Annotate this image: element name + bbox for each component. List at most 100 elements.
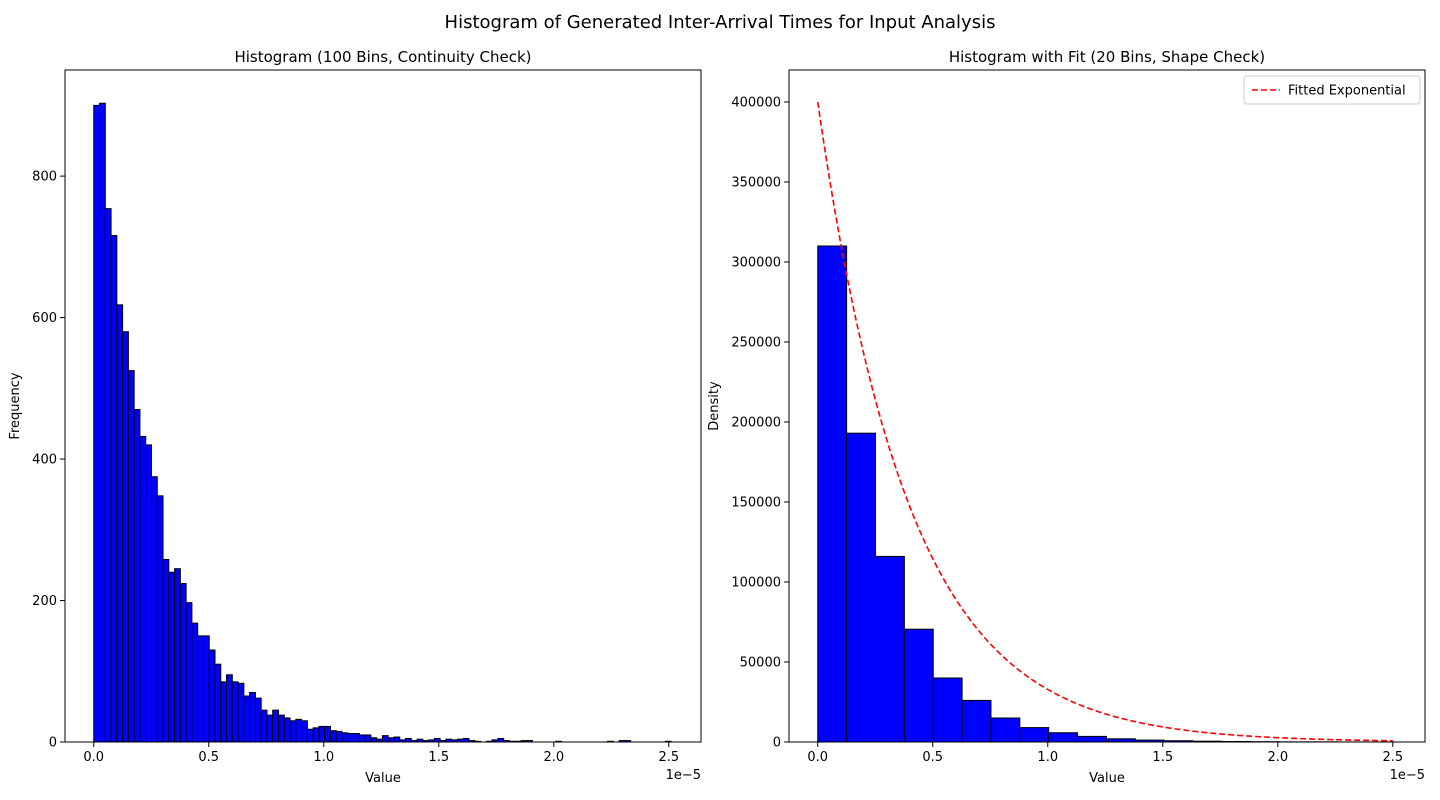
histogram-bar (1048, 732, 1079, 743)
histogram-bar (462, 737, 470, 743)
histogram-bar (202, 635, 210, 743)
x-offset-label: 1e−5 (666, 768, 701, 783)
histogram-bar (139, 435, 147, 743)
histogram-bars (817, 245, 1396, 743)
histogram-bar (903, 628, 934, 743)
histogram-bar (185, 602, 193, 743)
histogram-bar (272, 709, 280, 743)
x-tick-label: 0.5 (198, 750, 219, 765)
histogram-bar (341, 732, 349, 743)
legend-label: Fitted Exponential (1288, 84, 1406, 99)
x-axis-label: Value (1089, 771, 1125, 786)
legend: Fitted Exponential (1243, 75, 1421, 105)
y-tick-label: 400 (32, 453, 57, 468)
chart-left-frequency-histogram: 0.0 0.5 1.0 1.5 2.0 2.5 0 200 400 600 800 1e−5 Histo… (8, 48, 702, 786)
histogram-bar (254, 697, 262, 743)
histogram-bar (220, 681, 228, 743)
histogram-bar (324, 725, 331, 743)
histogram-bar (312, 727, 320, 743)
y-tick-label: 100000 (731, 576, 781, 591)
y-tick-label: 50000 (740, 656, 781, 671)
histogram-bar (226, 674, 233, 743)
histogram-bar (335, 730, 343, 743)
histogram-bar (197, 635, 204, 743)
histogram-bar (295, 718, 303, 743)
axes-frame (64, 69, 702, 743)
x-tick-label: 1.5 (428, 750, 449, 765)
histogram-bar (358, 734, 366, 743)
histogram-bar (243, 695, 251, 743)
axes-frame (788, 69, 1426, 743)
y-tick-label: 600 (32, 311, 57, 326)
figure-suptitle: Histogram of Generated Inter-Arrival Tim… (444, 12, 996, 33)
y-tick-label: 300000 (731, 256, 781, 271)
x-tick-label: 1.5 (1152, 750, 1173, 765)
x-tick-label: 2.0 (543, 750, 564, 765)
histogram-bar (104, 208, 112, 743)
histogram-bar (817, 245, 848, 743)
chart-right-density-histogram: 0.0 0.5 1.0 1.5 2.0 2.5 0 50000 100000 150000 2000… (707, 48, 1426, 786)
y-tick-label: 200000 (731, 416, 781, 431)
histogram-bar (329, 730, 337, 743)
histogram-bar (179, 583, 187, 743)
histogram-bar (405, 737, 412, 743)
histogram-bar (150, 476, 158, 743)
histogram-bar (249, 691, 256, 743)
histogram-bar (116, 304, 124, 743)
histogram-bar (301, 720, 308, 743)
histogram-bar (289, 720, 297, 743)
x-tick-label: 0.5 (922, 750, 943, 765)
histogram-bar (353, 733, 360, 743)
histogram-bar (99, 102, 106, 743)
y-tick-label: 350000 (731, 176, 781, 191)
y-tick-label: 400000 (731, 96, 781, 111)
histogram-bars (93, 102, 672, 743)
histogram-bar (381, 735, 389, 743)
histogram-bar (347, 733, 355, 743)
histogram-bar (306, 728, 314, 743)
histogram-bar (168, 571, 176, 743)
histogram-bar (364, 734, 372, 743)
histogram-bar (145, 444, 152, 743)
histogram-bar (133, 409, 141, 743)
histogram-bar (393, 736, 401, 743)
histogram-bar (387, 737, 395, 743)
histogram-bar (278, 714, 285, 743)
histogram-bar (433, 737, 441, 743)
x-tick-label: 2.5 (658, 750, 679, 765)
y-tick-label: 800 (32, 170, 57, 185)
y-tick-label: 150000 (731, 496, 781, 511)
histogram-bar (110, 235, 118, 743)
x-tick-label: 0.0 (807, 750, 828, 765)
y-axis-label: Frequency (8, 372, 23, 439)
y-tick-label: 250000 (731, 336, 781, 351)
y-tick-label: 0 (773, 736, 781, 751)
histogram-bar (122, 331, 129, 743)
histogram-bar (874, 555, 905, 743)
histogram-bar (156, 495, 164, 743)
histogram-bar (237, 682, 245, 743)
x-tick-label: 2.5 (1382, 750, 1403, 765)
histogram-bar (846, 432, 876, 743)
y-tick-label: 200 (32, 594, 57, 609)
histogram-bar (1019, 727, 1050, 743)
histogram-bar (127, 370, 135, 743)
histogram-bar (990, 717, 1021, 743)
histogram-bar (961, 699, 992, 743)
legend-box (1243, 75, 1421, 105)
x-tick-label: 2.0 (1267, 750, 1288, 765)
histogram-bar (191, 622, 199, 743)
histogram-bar (318, 725, 326, 743)
y-axis-label: Density (707, 381, 722, 431)
x-offset-label: 1e−5 (1390, 768, 1425, 783)
histogram-bar (497, 737, 505, 743)
histogram-bar (93, 104, 101, 743)
x-tick-label: 1.0 (313, 750, 334, 765)
histogram-bar (283, 717, 291, 743)
histogram-bar (260, 709, 268, 743)
histogram-bar (370, 737, 378, 743)
histogram-bar (214, 663, 222, 743)
histogram-bar (162, 559, 170, 743)
histogram-bar (1077, 735, 1107, 743)
